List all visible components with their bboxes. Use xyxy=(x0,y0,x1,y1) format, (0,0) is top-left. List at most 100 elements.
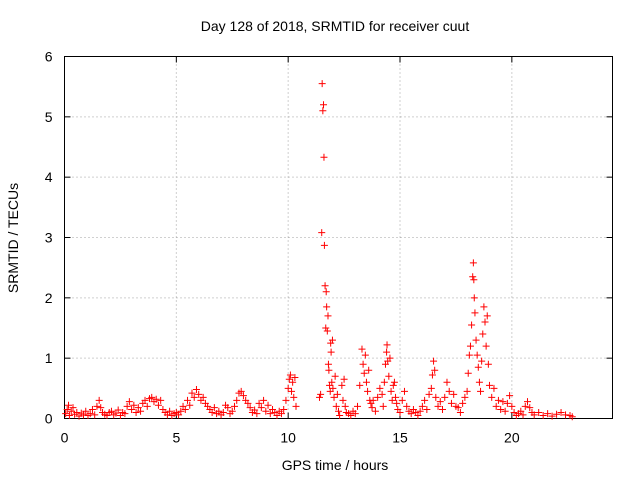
data-point xyxy=(280,405,288,413)
data-point xyxy=(318,80,326,88)
data-point xyxy=(347,411,355,419)
y-tick-label: 6 xyxy=(45,49,53,65)
data-point xyxy=(463,387,471,395)
data-point xyxy=(421,396,429,404)
data-point xyxy=(379,402,387,410)
data-point xyxy=(333,390,341,398)
data-point xyxy=(371,407,379,415)
data-point xyxy=(152,395,160,403)
data-point xyxy=(470,276,478,284)
data-point xyxy=(154,401,162,409)
data-point xyxy=(479,330,487,338)
data-point xyxy=(341,402,349,410)
data-point xyxy=(289,378,297,386)
data-point xyxy=(228,407,236,415)
data-point xyxy=(492,402,500,410)
data-point xyxy=(246,404,254,412)
data-point xyxy=(184,396,192,404)
data-point xyxy=(239,392,247,400)
data-point xyxy=(356,381,364,389)
data-point xyxy=(335,407,342,415)
data-point xyxy=(251,406,259,414)
data-point xyxy=(351,410,359,418)
data-point xyxy=(544,410,552,418)
data-point xyxy=(407,410,415,418)
data-point xyxy=(121,410,129,418)
x-tick-label: 0 xyxy=(61,430,69,446)
data-point xyxy=(383,348,391,356)
data-point xyxy=(478,357,486,365)
data-point xyxy=(67,407,75,415)
data-point xyxy=(319,107,327,115)
data-point xyxy=(432,393,440,401)
data-point xyxy=(359,360,367,368)
data-point xyxy=(141,396,149,404)
tick-layer: 0 5 10 15 20 0 1 2 3 4 5 6 xyxy=(45,49,613,446)
data-point xyxy=(361,351,369,359)
data-point xyxy=(472,336,480,344)
data-point xyxy=(181,405,189,413)
data-point xyxy=(485,381,493,389)
data-point xyxy=(499,398,507,406)
data-point xyxy=(93,402,101,410)
data-point xyxy=(383,341,391,349)
data-point xyxy=(317,390,325,398)
data-point xyxy=(454,404,462,412)
data-point xyxy=(325,366,333,374)
data-points xyxy=(62,80,576,421)
data-point xyxy=(434,402,442,410)
data-point xyxy=(285,375,293,383)
data-point xyxy=(166,407,174,415)
data-point xyxy=(264,401,272,409)
data-point xyxy=(358,345,366,353)
data-point xyxy=(95,396,103,404)
data-point xyxy=(336,411,344,419)
data-point xyxy=(340,375,348,383)
data-point xyxy=(508,402,516,410)
data-point xyxy=(322,324,330,332)
data-point xyxy=(365,366,373,374)
data-point xyxy=(177,407,185,415)
data-point xyxy=(400,387,408,395)
data-point xyxy=(230,402,238,410)
data-point xyxy=(323,327,331,335)
data-point xyxy=(428,371,436,379)
data-point xyxy=(327,348,335,356)
data-point xyxy=(473,351,481,359)
data-point xyxy=(392,393,400,401)
data-point xyxy=(539,411,547,419)
data-point xyxy=(73,408,81,416)
data-point xyxy=(328,378,336,386)
data-point xyxy=(208,408,216,416)
data-point xyxy=(390,378,398,386)
data-point xyxy=(62,410,70,418)
data-point xyxy=(128,405,136,413)
data-point xyxy=(475,378,483,386)
data-point xyxy=(388,396,396,404)
data-point xyxy=(568,413,576,421)
data-point xyxy=(282,396,290,404)
data-point xyxy=(134,404,142,412)
data-point xyxy=(320,153,328,161)
data-point xyxy=(210,404,218,412)
data-point xyxy=(427,384,435,392)
data-point xyxy=(284,384,292,392)
data-point xyxy=(260,396,268,404)
data-point xyxy=(69,404,77,412)
data-point xyxy=(163,411,171,419)
data-point xyxy=(430,357,438,365)
y-tick-label: 2 xyxy=(45,290,53,306)
data-point xyxy=(224,404,232,412)
y-tick-label: 1 xyxy=(45,350,53,366)
data-point xyxy=(553,410,561,418)
data-point xyxy=(501,407,509,415)
data-point xyxy=(497,405,505,413)
data-point xyxy=(188,389,196,397)
data-point xyxy=(494,396,502,404)
data-point xyxy=(378,390,386,398)
data-point xyxy=(385,372,393,380)
x-tick-label: 10 xyxy=(280,430,296,446)
data-point xyxy=(548,412,556,420)
data-point xyxy=(338,381,346,389)
